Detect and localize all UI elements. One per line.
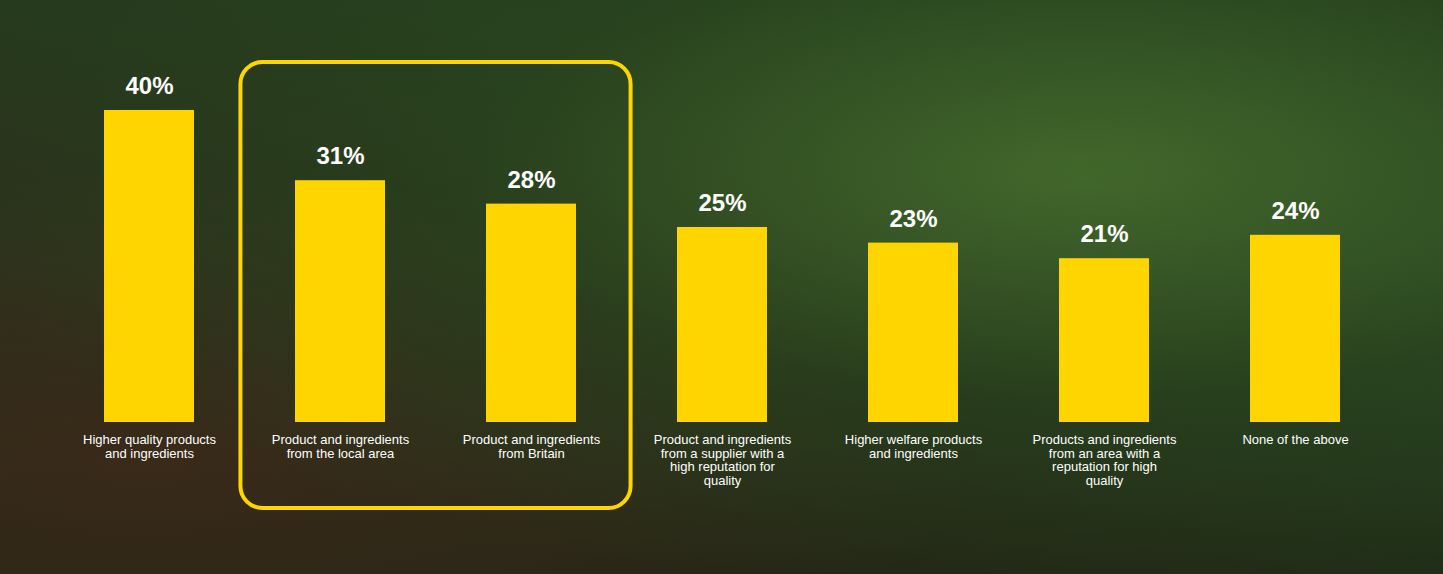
svg-text:Products and ingredientsfrom a: Products and ingredientsfrom an area wit…	[1033, 432, 1177, 488]
svg-text:31%: 31%	[316, 142, 364, 169]
svg-text:21%: 21%	[1080, 220, 1128, 247]
svg-text:None of the above: None of the above	[1242, 432, 1348, 447]
svg-text:23%: 23%	[889, 205, 937, 232]
svg-text:Product and ingredientsfrom th: Product and ingredientsfrom the local ar…	[272, 432, 410, 461]
svg-text:24%: 24%	[1271, 197, 1319, 224]
svg-text:28%: 28%	[507, 166, 555, 193]
svg-text:40%: 40%	[125, 72, 173, 99]
svg-text:25%: 25%	[698, 189, 746, 216]
svg-text:Product and ingredientsfrom Br: Product and ingredientsfrom Britain	[463, 432, 601, 461]
svg-text:Higher quality productsand ing: Higher quality productsand ingredients	[83, 432, 216, 461]
svg-text:Product and ingredientsfrom a: Product and ingredientsfrom a supplier w…	[654, 432, 792, 488]
svg-text:Higher welfare productsand ing: Higher welfare productsand ingredients	[845, 432, 983, 461]
